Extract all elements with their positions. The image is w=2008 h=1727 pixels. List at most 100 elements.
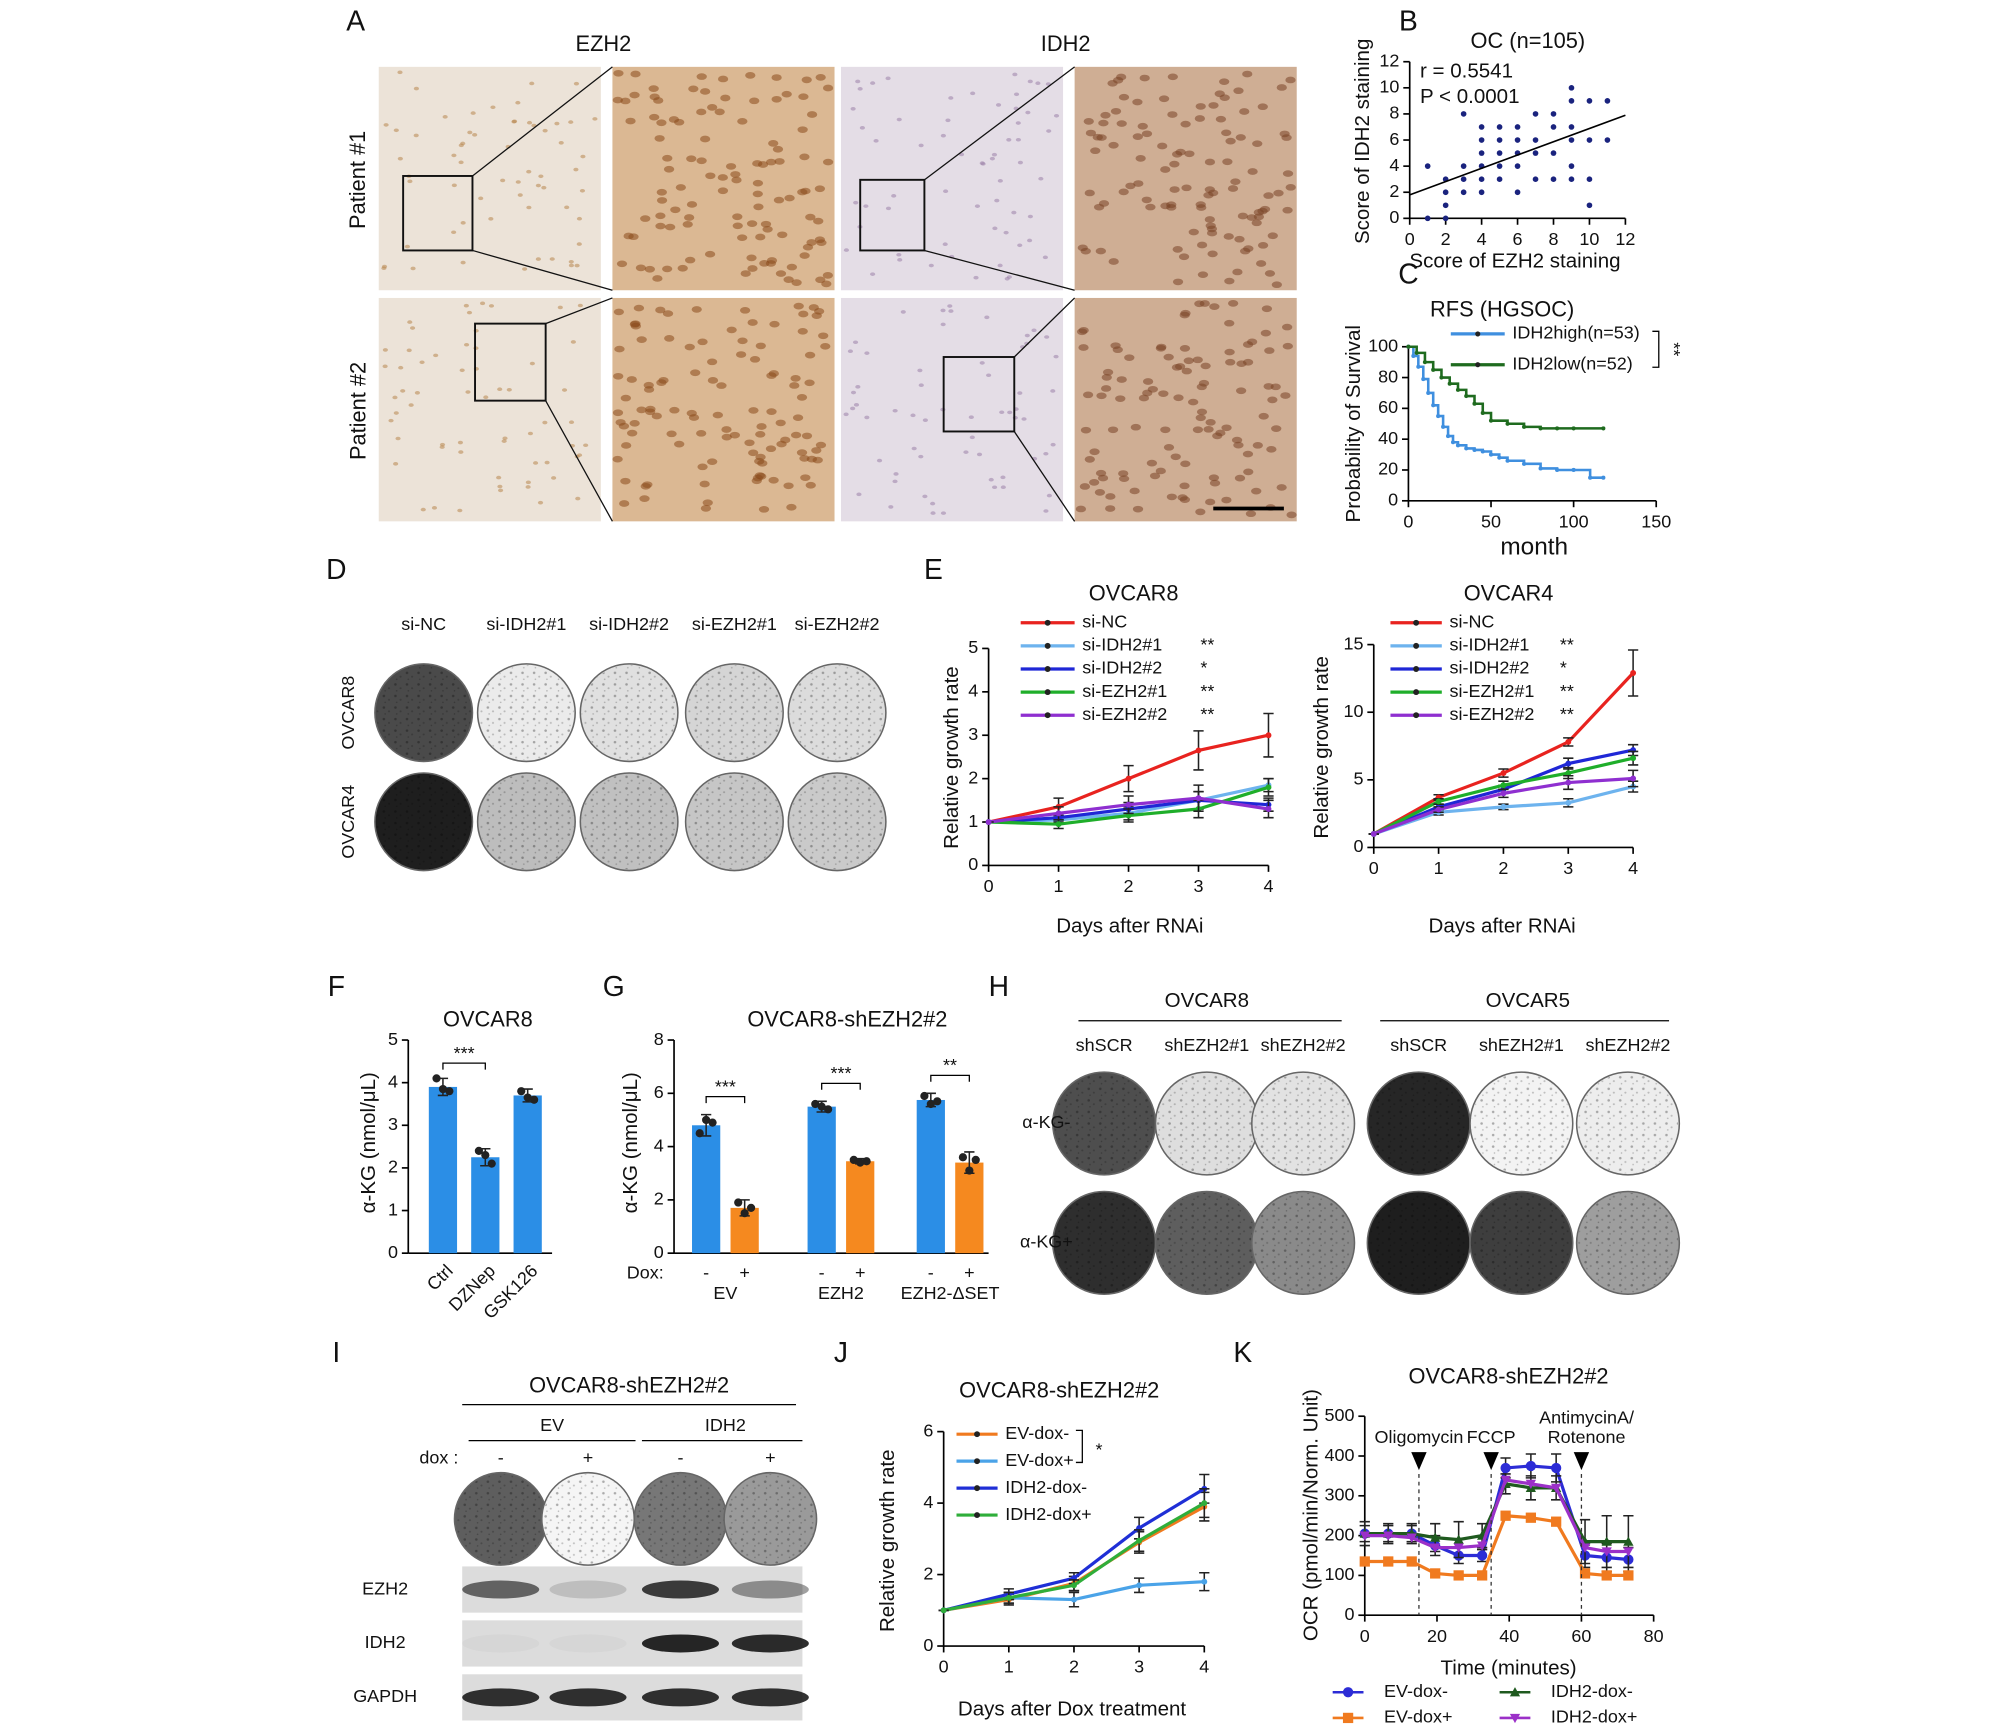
replicate-point bbox=[529, 1095, 539, 1104]
nucleus bbox=[1264, 347, 1275, 354]
nucleus bbox=[789, 382, 800, 389]
nucleus bbox=[813, 307, 825, 315]
y-axis-label: α-KG (nmol/μL) bbox=[619, 1072, 642, 1213]
marker bbox=[1055, 821, 1062, 828]
nucleus bbox=[527, 431, 534, 436]
nucleus bbox=[451, 230, 457, 235]
nucleus bbox=[1145, 203, 1156, 211]
nucleus bbox=[648, 85, 659, 92]
nucleus bbox=[1017, 243, 1023, 248]
nucleus bbox=[1017, 391, 1023, 395]
nucleus bbox=[1206, 229, 1218, 237]
x-axis-label: Score of EZH2 staining bbox=[1409, 249, 1620, 272]
marker bbox=[940, 1607, 947, 1614]
x-tick-label: 1 bbox=[1054, 876, 1064, 896]
colony-texture bbox=[376, 665, 472, 761]
y-tick-label: 2 bbox=[923, 1563, 933, 1583]
nucleus bbox=[973, 275, 979, 280]
blot-band bbox=[462, 1688, 540, 1707]
nucleus bbox=[1257, 103, 1268, 111]
nucleus bbox=[526, 205, 532, 210]
marker bbox=[1455, 387, 1461, 392]
nucleus bbox=[1273, 189, 1284, 197]
y-tick-label: 4 bbox=[1389, 155, 1399, 175]
ihc-image bbox=[378, 297, 601, 522]
nucleus bbox=[407, 320, 413, 324]
nucleus bbox=[1116, 120, 1127, 127]
nucleus bbox=[885, 76, 891, 81]
nucleus bbox=[755, 430, 766, 438]
nucleus bbox=[1234, 474, 1246, 482]
blot-label: EZH2 bbox=[362, 1578, 408, 1598]
nucleus bbox=[1196, 383, 1207, 391]
annotation: r = 0.5541 bbox=[1420, 59, 1513, 82]
x-tick-label: EZH2-ΔSET bbox=[901, 1283, 1000, 1303]
nucleus bbox=[1245, 510, 1257, 518]
colony-texture bbox=[1471, 1073, 1572, 1174]
nucleus bbox=[663, 165, 675, 173]
nucleus bbox=[897, 258, 903, 262]
chart-title: OVCAR4 bbox=[1464, 580, 1554, 605]
point bbox=[1424, 163, 1431, 169]
nucleus bbox=[576, 216, 583, 221]
nucleus bbox=[1235, 134, 1246, 141]
nucleus bbox=[726, 326, 737, 334]
nucleus bbox=[1197, 271, 1209, 279]
replicate-point bbox=[481, 1151, 490, 1160]
injection-arrow bbox=[1483, 1452, 1499, 1471]
nucleus bbox=[620, 477, 631, 485]
y-tick-label: 2 bbox=[1389, 181, 1399, 201]
y-tick-label: 0 bbox=[1388, 490, 1398, 510]
legend-marker bbox=[974, 1458, 980, 1465]
nucleus bbox=[707, 377, 719, 384]
nucleus bbox=[642, 481, 653, 488]
nucleus bbox=[1195, 508, 1206, 516]
nucleus bbox=[847, 349, 853, 354]
nucleus bbox=[704, 250, 716, 258]
x-tick-label: 3 bbox=[1194, 876, 1204, 896]
nucleus bbox=[1172, 246, 1183, 253]
nucleus bbox=[579, 188, 586, 193]
marker bbox=[1359, 1531, 1370, 1541]
x-tick-label: 1 bbox=[1004, 1657, 1014, 1677]
nucleus bbox=[1251, 219, 1262, 227]
x-tick-label: 0 bbox=[1405, 229, 1415, 249]
point bbox=[1460, 176, 1467, 183]
nucleus bbox=[1212, 432, 1223, 440]
colony-texture bbox=[1368, 1073, 1469, 1174]
nucleus bbox=[675, 184, 686, 191]
nucleus bbox=[992, 485, 998, 490]
nucleus bbox=[1141, 196, 1152, 204]
nucleus bbox=[458, 450, 464, 454]
marker bbox=[1195, 795, 1202, 802]
nucleus bbox=[979, 361, 985, 365]
marker bbox=[1414, 350, 1419, 355]
nucleus bbox=[1118, 93, 1130, 101]
marker bbox=[1601, 1570, 1612, 1581]
series-label: + bbox=[739, 1262, 749, 1282]
nucleus bbox=[568, 420, 575, 425]
legend-label: si-NC bbox=[1450, 612, 1495, 632]
nucleus bbox=[655, 306, 666, 314]
x-axis-label: Days after RNAi bbox=[1056, 914, 1203, 937]
nucleus bbox=[1173, 394, 1184, 402]
nucleus bbox=[1208, 102, 1219, 109]
nucleus bbox=[796, 449, 808, 456]
nucleus bbox=[776, 440, 787, 448]
nucleus bbox=[1242, 450, 1254, 458]
zoom-line bbox=[924, 66, 1075, 181]
nucleus bbox=[439, 442, 446, 447]
legend-label: si-IDH2#1 bbox=[1450, 635, 1530, 655]
replicate-point bbox=[740, 1209, 749, 1218]
nucleus bbox=[1258, 412, 1269, 420]
y-tick-label: 1 bbox=[968, 811, 978, 831]
chart-title: OVCAR8-shEZH2#2 bbox=[1409, 1363, 1609, 1388]
significance: * bbox=[1200, 658, 1207, 678]
dox-label: dox : bbox=[419, 1447, 458, 1467]
nucleus bbox=[388, 418, 394, 423]
nucleus bbox=[573, 167, 579, 172]
nucleus bbox=[1237, 212, 1249, 220]
nucleus bbox=[1214, 90, 1225, 98]
nucleus bbox=[948, 96, 954, 100]
nucleus bbox=[669, 406, 680, 414]
